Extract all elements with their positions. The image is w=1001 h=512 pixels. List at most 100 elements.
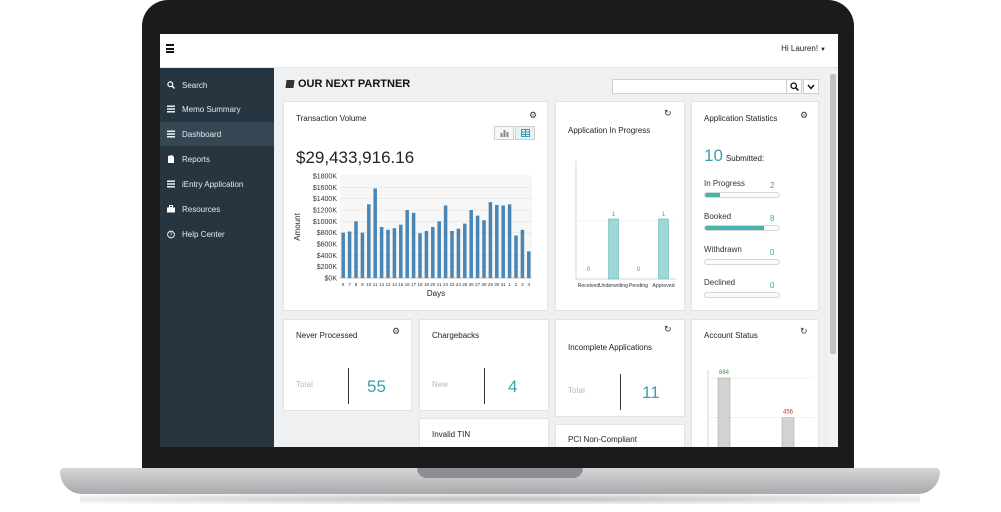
x-tick-label: 15 bbox=[398, 282, 404, 287]
y-tick-label: $1400K bbox=[313, 196, 337, 203]
gear-icon[interactable]: ⚙ bbox=[392, 326, 401, 336]
x-tick-label: 2 bbox=[515, 282, 518, 287]
sidebar-item-memo-summary[interactable]: Memo Summary bbox=[160, 97, 274, 121]
gear-icon[interactable]: ⚙ bbox=[529, 110, 538, 120]
progress-bar bbox=[704, 192, 780, 198]
pci-non-compliant-card: PCI Non-Compliant bbox=[555, 424, 685, 447]
card-title: Account Status bbox=[704, 331, 758, 340]
sidebar-item-reports[interactable]: Reports bbox=[160, 147, 274, 171]
bar bbox=[386, 229, 390, 278]
bar bbox=[347, 231, 352, 278]
progress-bar bbox=[704, 259, 780, 265]
sidebar-item-help-center[interactable]: ? Help Center bbox=[160, 222, 274, 246]
chevron-down-icon bbox=[807, 84, 815, 90]
sidebar-item-label: Resources bbox=[182, 204, 221, 214]
x-tick-label: 21 bbox=[437, 282, 443, 287]
x-tick-label: 30 bbox=[494, 282, 500, 287]
bar bbox=[379, 227, 384, 278]
x-tick-label: Underwriting bbox=[599, 283, 628, 289]
stat-value: 55 bbox=[367, 377, 386, 396]
bar bbox=[411, 212, 416, 278]
sidebar-item-label: Reports bbox=[182, 154, 211, 164]
bar bbox=[717, 377, 731, 447]
bar bbox=[520, 229, 525, 278]
refresh-icon[interactable]: ↻ bbox=[664, 324, 672, 334]
scrollbar-thumb[interactable] bbox=[830, 74, 836, 354]
search-button[interactable] bbox=[786, 79, 802, 94]
x-tick-label: 24 bbox=[456, 282, 462, 287]
card-title: PCI Non-Compliant bbox=[568, 435, 637, 444]
data-label: 1 bbox=[662, 212, 666, 218]
bar bbox=[354, 221, 358, 278]
x-tick-label: 13 bbox=[385, 282, 391, 287]
divider bbox=[484, 368, 485, 404]
transaction-volume-chart: $0K $200K $400K $600K $800K $1000K $1200K $1400… bbox=[293, 174, 532, 298]
x-tick-label: Approved bbox=[652, 283, 674, 289]
stat-label: Declined bbox=[704, 278, 736, 287]
refresh-icon[interactable]: ↻ bbox=[664, 108, 672, 118]
bar-chart-toggle[interactable] bbox=[494, 126, 514, 140]
table-view-toggle[interactable] bbox=[515, 126, 535, 140]
chargebacks-card: Chargebacks New 4 bbox=[419, 319, 549, 411]
stat-count: 8 bbox=[770, 214, 775, 223]
x-tick-label: 9 bbox=[361, 282, 364, 287]
search-dropdown-button[interactable] bbox=[803, 79, 819, 94]
sidebar-item-search[interactable]: Search bbox=[160, 73, 274, 97]
sidebar: Search Memo Summary Dashboard Reports bbox=[160, 68, 274, 447]
search-input[interactable] bbox=[612, 79, 790, 94]
x-tick-label: 4 bbox=[528, 282, 531, 287]
bar bbox=[463, 223, 467, 278]
divider bbox=[620, 374, 621, 410]
y-tick-label: $0K bbox=[325, 276, 338, 283]
card-title: Transaction Volume bbox=[296, 114, 367, 123]
search-icon bbox=[789, 82, 799, 91]
hamburger-menu-icon[interactable] bbox=[166, 44, 174, 53]
bar bbox=[781, 417, 795, 447]
progress-fill bbox=[705, 193, 720, 197]
gear-icon[interactable]: ⚙ bbox=[800, 110, 809, 120]
stat-count: 2 bbox=[770, 181, 775, 190]
sidebar-item-dashboard[interactable]: Dashboard bbox=[160, 122, 274, 146]
bar bbox=[527, 251, 531, 278]
stat-label: Booked bbox=[704, 212, 732, 221]
sidebar-item-label: Memo Summary bbox=[182, 104, 241, 114]
data-label: 884 bbox=[719, 370, 730, 376]
stat-label: Total bbox=[568, 386, 585, 395]
user-menu[interactable]: Hi Lauren! ▼ bbox=[781, 44, 826, 53]
sidebar-item-label: Dashboard bbox=[182, 129, 222, 139]
bar bbox=[658, 218, 669, 280]
data-label: 0 bbox=[637, 267, 641, 273]
bar bbox=[450, 230, 454, 278]
x-tick-label: 26 bbox=[469, 282, 475, 287]
caret-down-icon: ▼ bbox=[820, 47, 826, 53]
x-tick-label: Pending bbox=[629, 283, 648, 289]
application-statistics-card: Application Statistics ⚙ 10 Submitted: I… bbox=[691, 101, 819, 311]
card-title: Application Statistics bbox=[704, 114, 778, 123]
never-processed-card: Never Processed ⚙ Total 55 bbox=[283, 319, 412, 411]
bar bbox=[399, 224, 403, 278]
sidebar-item-resources[interactable]: Resources bbox=[160, 197, 274, 221]
card-title: Incomplete Applications bbox=[568, 343, 653, 352]
bar bbox=[418, 233, 422, 278]
page-title: OUR NEXT PARTNER bbox=[285, 78, 410, 90]
x-tick-label: 14 bbox=[392, 282, 398, 287]
bar bbox=[608, 218, 619, 280]
y-tick-label: $200K bbox=[317, 264, 338, 271]
stat-label: Withdrawn bbox=[704, 245, 742, 254]
bar bbox=[514, 235, 518, 278]
bar bbox=[501, 205, 505, 278]
stat-value: 4 bbox=[508, 377, 518, 396]
refresh-icon[interactable]: ↻ bbox=[800, 326, 808, 336]
application-in-progress-card: Application In Progress ↻ 0 Received 1 Unde… bbox=[555, 101, 685, 311]
top-bar: Hi Lauren! ▼ bbox=[160, 34, 838, 68]
sidebar-item-label: Search bbox=[182, 80, 208, 90]
svg-text:?: ? bbox=[170, 232, 173, 238]
x-tick-label: 22 bbox=[443, 282, 449, 287]
bar bbox=[475, 215, 480, 278]
search-icon bbox=[167, 81, 175, 89]
card-title: Invalid TIN bbox=[432, 430, 471, 439]
sidebar-item-ientry-application[interactable]: iEntry Application bbox=[160, 172, 274, 196]
y-tick-label: $1600K bbox=[313, 185, 337, 192]
stat-label: In Progress bbox=[704, 179, 745, 188]
